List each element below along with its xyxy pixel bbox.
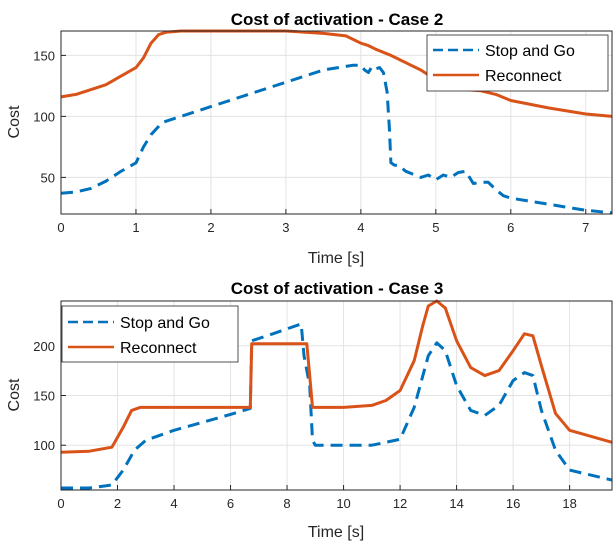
series-layer: [60, 299, 613, 490]
y-tick-label: 50: [41, 170, 55, 185]
x-tick-label: 5: [432, 220, 439, 235]
y-tick-label: 100: [33, 438, 55, 453]
y-tick-label: 200: [33, 339, 55, 354]
y-tick-label: 150: [33, 48, 55, 63]
tick-layer: 0 2 4 6 8 10 12 14 16 18 100 150 200: [33, 339, 577, 511]
legend-box: [426, 34, 609, 92]
x-tick-label: 4: [170, 496, 177, 511]
x-tick-label: 12: [393, 496, 407, 511]
legend-box: [61, 305, 239, 363]
chart-case-3: Cost of activation - Case 3 0 2 4 6 8 10 12 14 1…: [6, 279, 613, 541]
x-tick-label: 10: [336, 496, 350, 511]
x-tick-label: 8: [283, 496, 290, 511]
legend-label-stop-and-go: Stop and Go: [485, 43, 575, 60]
x-tick-label: 4: [357, 220, 364, 235]
x-tick-label: 18: [562, 496, 576, 511]
x-tick-label: 2: [207, 220, 214, 235]
legend-label-reconnect: Reconnect: [485, 68, 562, 85]
chart-case-2: Cost of activation - Case 2 0 1 2 3 4 5 6 7 50 10…: [6, 10, 613, 267]
x-tick-label: 6: [507, 220, 514, 235]
x-tick-label: 14: [449, 496, 463, 511]
x-axis-label: Time [s]: [308, 524, 364, 541]
legend-label-reconnect: Reconnect: [120, 340, 197, 357]
series-line-stop-and-go: [60, 63, 613, 215]
plot-frame: [60, 30, 613, 215]
y-tick-label: 100: [33, 109, 55, 124]
x-tick-label: 16: [506, 496, 520, 511]
y-axis-label: Cost: [6, 378, 23, 411]
chart-title: Cost of activation - Case 3: [231, 279, 444, 298]
legend: Stop and Go Reconnect: [426, 34, 609, 92]
y-axis-label: Cost: [6, 105, 23, 138]
legend-label-stop-and-go: Stop and Go: [120, 315, 210, 332]
x-tick-label: 1: [132, 220, 139, 235]
x-tick-label: 2: [114, 496, 121, 511]
x-axis-label: Time [s]: [308, 250, 364, 267]
x-tick-label: 3: [282, 220, 289, 235]
x-tick-label: 6: [227, 496, 234, 511]
series-line-reconnect: [60, 299, 613, 454]
legend: Stop and Go Reconnect: [61, 305, 239, 363]
chart-title: Cost of activation - Case 2: [231, 10, 444, 29]
y-tick-label: 150: [33, 389, 55, 404]
x-tick-label: 0: [57, 220, 64, 235]
tick-layer: 0 1 2 3 4 5 6 7 50 100 150: [33, 48, 589, 235]
x-tick-label: 7: [582, 220, 589, 235]
x-tick-label: 0: [57, 496, 64, 511]
